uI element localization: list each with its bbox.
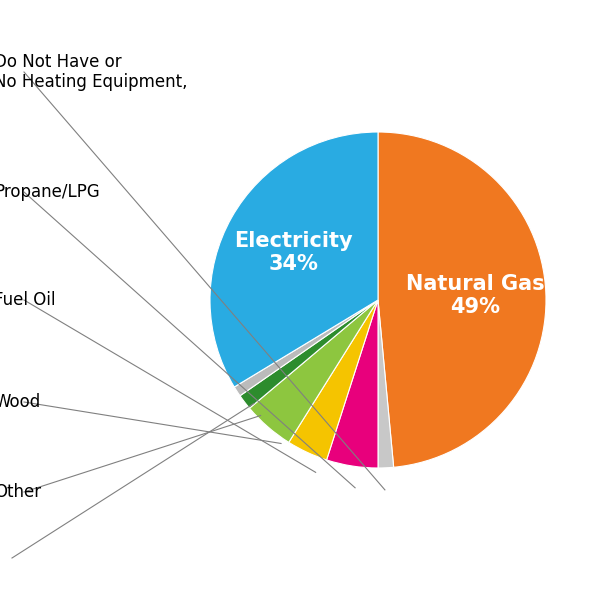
Wedge shape [289,300,378,460]
Text: Electricity
34%: Electricity 34% [234,230,352,274]
Text: Natural Gas
49%: Natural Gas 49% [406,274,545,317]
Wedge shape [378,132,546,467]
Text: Propane/LPG: Propane/LPG [0,183,100,201]
Wedge shape [250,300,378,442]
Wedge shape [210,132,378,387]
Text: Do Not Have or
No Heating Equipment,: Do Not Have or No Heating Equipment, [0,53,187,91]
Wedge shape [326,300,378,468]
Text: Fuel Oil: Fuel Oil [0,291,56,309]
Wedge shape [234,300,378,396]
Wedge shape [240,300,378,408]
Wedge shape [378,300,394,468]
Text: Wood: Wood [0,393,40,411]
Text: Other: Other [0,483,41,501]
